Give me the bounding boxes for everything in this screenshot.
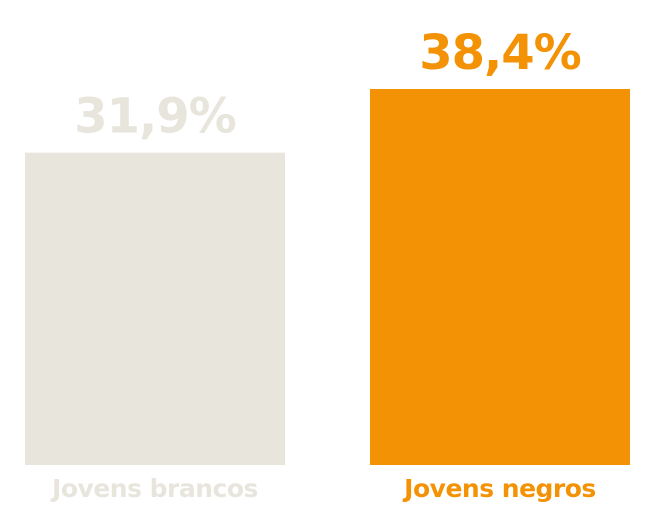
value-label: 31,9% <box>74 89 236 145</box>
bar <box>25 152 285 466</box>
bar <box>370 89 630 465</box>
category-label: Jovens negros <box>402 474 596 503</box>
category-label: Jovens brancos <box>50 474 258 503</box>
value-label: 38,4% <box>419 25 581 81</box>
